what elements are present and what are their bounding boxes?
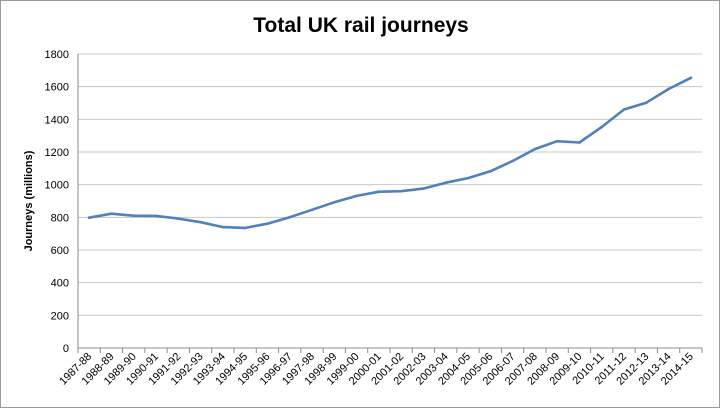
- y-tick-label: 1400: [45, 114, 69, 126]
- y-axis-ticks: 0 200 400 600 800 1000 1200 1400 1600 1800: [45, 49, 69, 355]
- y-tick-label: 800: [51, 212, 69, 224]
- data-point-2011-12: [622, 108, 626, 111]
- data-point-2008-09: [555, 139, 559, 143]
- series-layer: [87, 76, 693, 230]
- axes: [77, 54, 703, 353]
- data-point-1990-91: [154, 214, 158, 218]
- data-point-1995-96: [266, 222, 269, 226]
- y-tick-label: 1000: [45, 180, 69, 192]
- y-tick-label: 1800: [45, 49, 69, 61]
- data-point-1994-95: [243, 226, 247, 230]
- data-point-2006-07: [511, 159, 514, 163]
- data-point-2012-13: [644, 101, 648, 104]
- chart-title: Total UK rail journeys: [253, 14, 469, 37]
- data-point-2003-04: [444, 181, 448, 185]
- data-point-2007-08: [533, 147, 537, 151]
- y-tick-label: 200: [51, 310, 69, 322]
- data-point-1999-00: [355, 194, 358, 198]
- data-point-2004-05: [466, 176, 470, 180]
- data-point-1987-88: [87, 216, 91, 219]
- data-point-2010-11: [600, 125, 604, 129]
- data-point-2002-03: [422, 187, 425, 190]
- y-axis-label: Journeys (millions): [23, 150, 35, 251]
- y-tick-label: 600: [51, 245, 69, 257]
- series-line-0: [87, 76, 693, 230]
- data-point-1992-93: [199, 220, 202, 224]
- data-point-2000-01: [377, 190, 381, 193]
- data-point-2014-15: [689, 76, 693, 80]
- data-point-2009-10: [578, 141, 581, 144]
- data-point-1988-89: [110, 212, 113, 216]
- data-point-1991-92: [176, 217, 180, 220]
- x-axis-ticks: 1987-881988-891989-901990-911991-921992-…: [57, 351, 696, 388]
- data-point-2005-06: [488, 169, 492, 173]
- y-tick-label: 1200: [45, 147, 69, 159]
- data-point-1996-97: [288, 215, 292, 219]
- data-point-1993-94: [221, 225, 225, 229]
- y-tick-label: 0: [63, 343, 69, 355]
- data-point-1989-90: [132, 214, 136, 217]
- data-point-1998-99: [332, 201, 336, 204]
- y-tick-label: 1600: [45, 82, 69, 94]
- data-point-2001-02: [399, 189, 403, 193]
- data-point-1997-98: [310, 208, 314, 212]
- gridlines: [78, 53, 702, 316]
- data-point-2013-14: [667, 87, 670, 91]
- y-tick-label: 400: [51, 278, 69, 290]
